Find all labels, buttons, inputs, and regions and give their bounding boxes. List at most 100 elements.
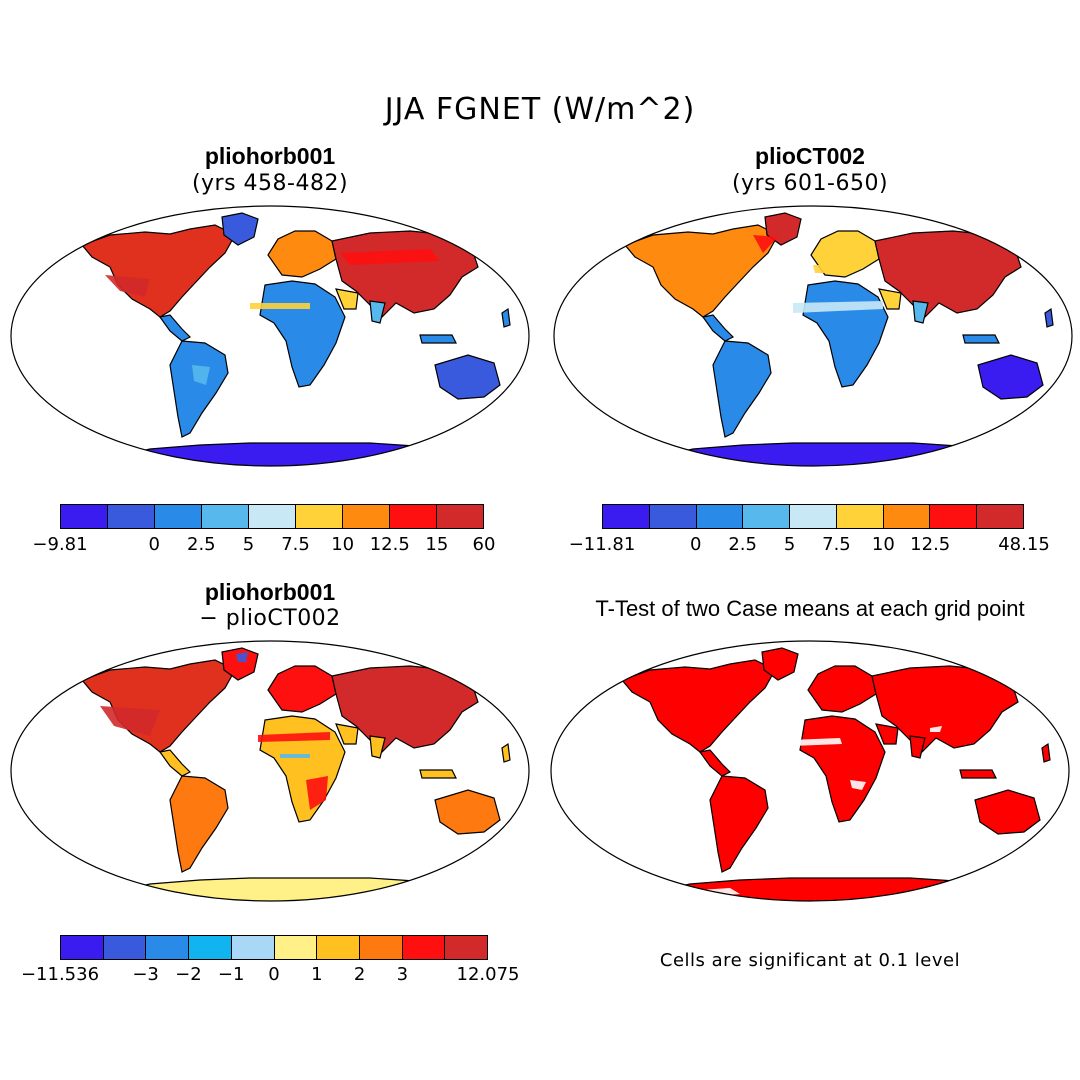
panel-2-colorbar xyxy=(602,504,1024,529)
land-north-america xyxy=(620,659,776,753)
field-patch xyxy=(250,303,310,309)
colorbar-tick-label: 10 xyxy=(331,534,355,555)
colorbar-tick-label: 5 xyxy=(783,534,796,555)
land-australia xyxy=(434,354,501,400)
field-patch xyxy=(753,235,778,253)
land-central-america xyxy=(158,314,192,342)
panel-3-title: pliohorb001 xyxy=(204,579,336,605)
colorbar-swatch xyxy=(882,505,930,528)
land-south-america xyxy=(709,775,769,873)
land-australia xyxy=(977,354,1044,400)
colorbar-tick-label: 12.075 xyxy=(456,964,520,985)
panel-1-colorbar-labels: −9.81 0 2.5 5 7.5 10 12.5 15 60 xyxy=(32,534,495,556)
colorbar-tick-label: 12.5 xyxy=(910,534,951,555)
colorbar-swatch xyxy=(789,505,836,528)
panel-3-colorbar-labels: −11.536 −3 −2 −1 0 1 2 3 12.075 xyxy=(21,964,520,986)
land-arabia xyxy=(335,723,359,745)
field-patch xyxy=(850,780,866,790)
field-patch xyxy=(280,754,310,758)
panel-1-title: pliohorb001 xyxy=(204,143,336,169)
colorbar-swatch xyxy=(603,505,649,528)
colorbar-swatch xyxy=(102,936,146,959)
colorbar-tick-label: 48.15 xyxy=(998,534,1050,555)
field-patch xyxy=(930,726,942,732)
land-north-america xyxy=(623,224,779,318)
panel-3-colorbar xyxy=(60,935,488,960)
panel-2-subtitle: (yrs 601-650) xyxy=(731,171,889,196)
panel-4-title: T-Test of two Case means at each grid po… xyxy=(595,596,1025,621)
land-south-america xyxy=(169,340,229,438)
land-japan xyxy=(501,307,511,328)
colorbar-tick-label: −1 xyxy=(217,964,245,985)
colorbar-swatch xyxy=(436,505,483,528)
colorbar-swatch xyxy=(389,505,436,528)
colorbar-swatch xyxy=(976,505,1024,528)
colorbar-swatch xyxy=(695,505,743,528)
land-arabia xyxy=(878,288,902,310)
panel-1-colorbar xyxy=(60,504,484,529)
colorbar-tick-label: 7.5 xyxy=(822,534,851,555)
colorbar-swatch xyxy=(358,936,402,959)
colorbar-tick-label: 0 xyxy=(690,534,702,555)
panel-1-map xyxy=(10,205,530,467)
colorbar-swatch xyxy=(342,505,389,528)
colorbar-tick-label: 2 xyxy=(353,964,366,985)
land-maritime-continent xyxy=(959,769,997,779)
colorbar-tick-label: 10 xyxy=(871,534,895,555)
colorbar-tick-label: 0 xyxy=(268,964,280,985)
colorbar-swatch xyxy=(201,505,248,528)
panel-2-title: plioCT002 xyxy=(755,143,865,169)
colorbar-swatch xyxy=(230,936,274,959)
colorbar-tick-label: −11.81 xyxy=(568,534,636,555)
colorbar-swatch xyxy=(444,936,488,959)
colorbar-swatch xyxy=(248,505,295,528)
colorbar-tick-label: 60 xyxy=(472,534,496,555)
land-arabia xyxy=(875,723,899,745)
land-japan xyxy=(501,742,511,763)
field-patch xyxy=(236,652,248,662)
land-australia xyxy=(434,789,501,835)
colorbar-swatch xyxy=(154,505,201,528)
colorbar-swatch xyxy=(742,505,790,528)
colorbar-tick-label: 0 xyxy=(148,534,160,555)
land-greenland xyxy=(221,212,259,246)
panel-3-map xyxy=(10,640,530,902)
colorbar-swatch xyxy=(61,505,107,528)
panel-4-map xyxy=(550,640,1070,902)
panel-1-subtitle: (yrs 458-482) xyxy=(191,171,349,196)
field-patch xyxy=(883,241,983,257)
colorbar-tick-label: −11.536 xyxy=(20,964,100,985)
colorbar-swatch xyxy=(145,936,189,959)
land-india xyxy=(369,735,386,759)
colorbar-tick-label: 7.5 xyxy=(281,534,310,555)
land-maritime-continent xyxy=(962,334,1000,344)
colorbar-tick-label: 12.5 xyxy=(369,534,410,555)
field-patch xyxy=(192,365,210,385)
colorbar-tick-label: 15 xyxy=(425,534,449,555)
land-australia xyxy=(974,789,1041,835)
land-japan xyxy=(1044,307,1054,328)
field-patch xyxy=(105,275,150,297)
field-patch xyxy=(793,301,883,313)
land-greenland xyxy=(761,647,799,681)
colorbar-swatch xyxy=(316,936,359,959)
colorbar-swatch xyxy=(295,505,342,528)
land-india xyxy=(369,300,386,324)
land-central-america xyxy=(158,749,192,777)
land-maritime-continent xyxy=(419,769,457,779)
colorbar-tick-label: −9.81 xyxy=(32,534,88,555)
colorbar-swatch xyxy=(107,505,154,528)
colorbar-tick-label: 2.5 xyxy=(728,534,757,555)
land-japan xyxy=(1041,742,1051,763)
field-patch xyxy=(813,265,853,273)
significance-note: Cells are significant at 0.1 level xyxy=(659,950,961,971)
colorbar-tick-label: −2 xyxy=(175,964,202,985)
field-patch xyxy=(258,732,330,742)
colorbar-swatch xyxy=(61,936,103,959)
land-south-america xyxy=(169,775,229,873)
colorbar-swatch xyxy=(273,936,317,959)
colorbar-tick-label: 1 xyxy=(311,964,323,985)
land-greenland xyxy=(221,647,259,681)
land-south-america xyxy=(712,340,772,438)
land-india xyxy=(912,300,929,324)
